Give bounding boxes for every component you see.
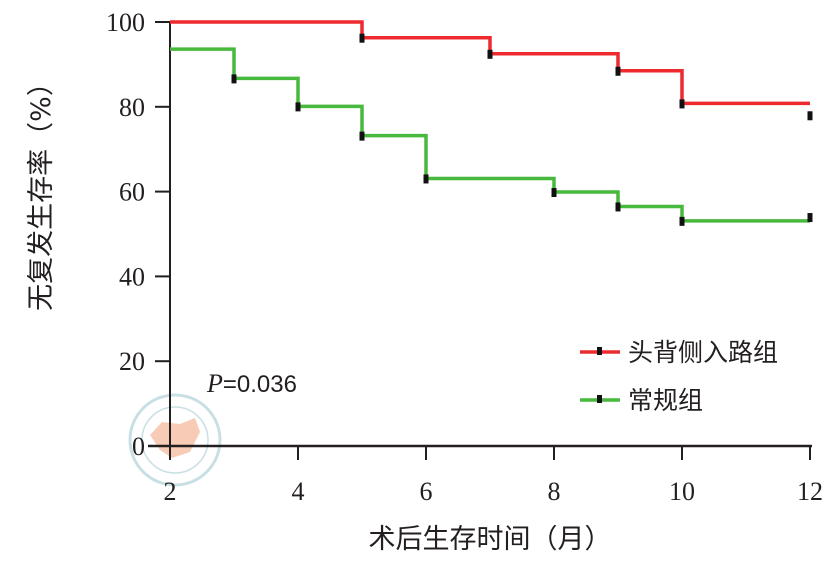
series-line-green — [170, 47, 810, 223]
censor-mark — [679, 99, 685, 109]
censor-mark — [679, 216, 685, 226]
x-tick-label: 6 — [420, 477, 433, 506]
censor-mark — [615, 202, 621, 212]
series-line-red — [170, 20, 810, 106]
x-axis-title: 术后生存时间（月） — [369, 524, 612, 555]
axes: 0 20 40 60 80 100 2 4 6 8 10 12 — [106, 8, 823, 506]
censor-mark — [423, 174, 429, 184]
censor-mark — [807, 213, 813, 223]
x-tick-label: 2 — [164, 477, 177, 506]
censor-mark — [359, 33, 365, 43]
x-tick-label: 8 — [548, 477, 561, 506]
watermark-logo — [128, 393, 222, 487]
annotation-p-value: P=0.036 — [206, 369, 297, 398]
y-tick-label: 40 — [119, 262, 145, 291]
censor-mark — [295, 102, 301, 112]
x-tick-label: 4 — [292, 477, 305, 506]
legend-censor-mark — [597, 347, 602, 355]
y-tick-label: 80 — [119, 93, 145, 122]
censor-mark — [551, 188, 557, 198]
y-tick-label: 60 — [119, 178, 145, 207]
x-tick-label: 12 — [797, 477, 823, 506]
y-tick-label: 100 — [106, 8, 145, 37]
y-tick-label: 20 — [119, 347, 145, 376]
series-layer — [170, 20, 813, 226]
legend-label: 头背侧入路组 — [628, 338, 778, 367]
censor-mark — [487, 49, 493, 59]
legend-censor-mark — [597, 395, 602, 403]
censor-mark — [231, 74, 237, 84]
censor-mark — [359, 131, 365, 141]
censor-mark — [615, 66, 621, 76]
y-axis-title: 无复发生存率（%） — [26, 69, 57, 311]
y-tick-label: 0 — [132, 432, 145, 461]
x-tick-label: 10 — [669, 477, 695, 506]
censor-mark — [807, 111, 813, 121]
legend-label: 常规组 — [628, 386, 703, 415]
